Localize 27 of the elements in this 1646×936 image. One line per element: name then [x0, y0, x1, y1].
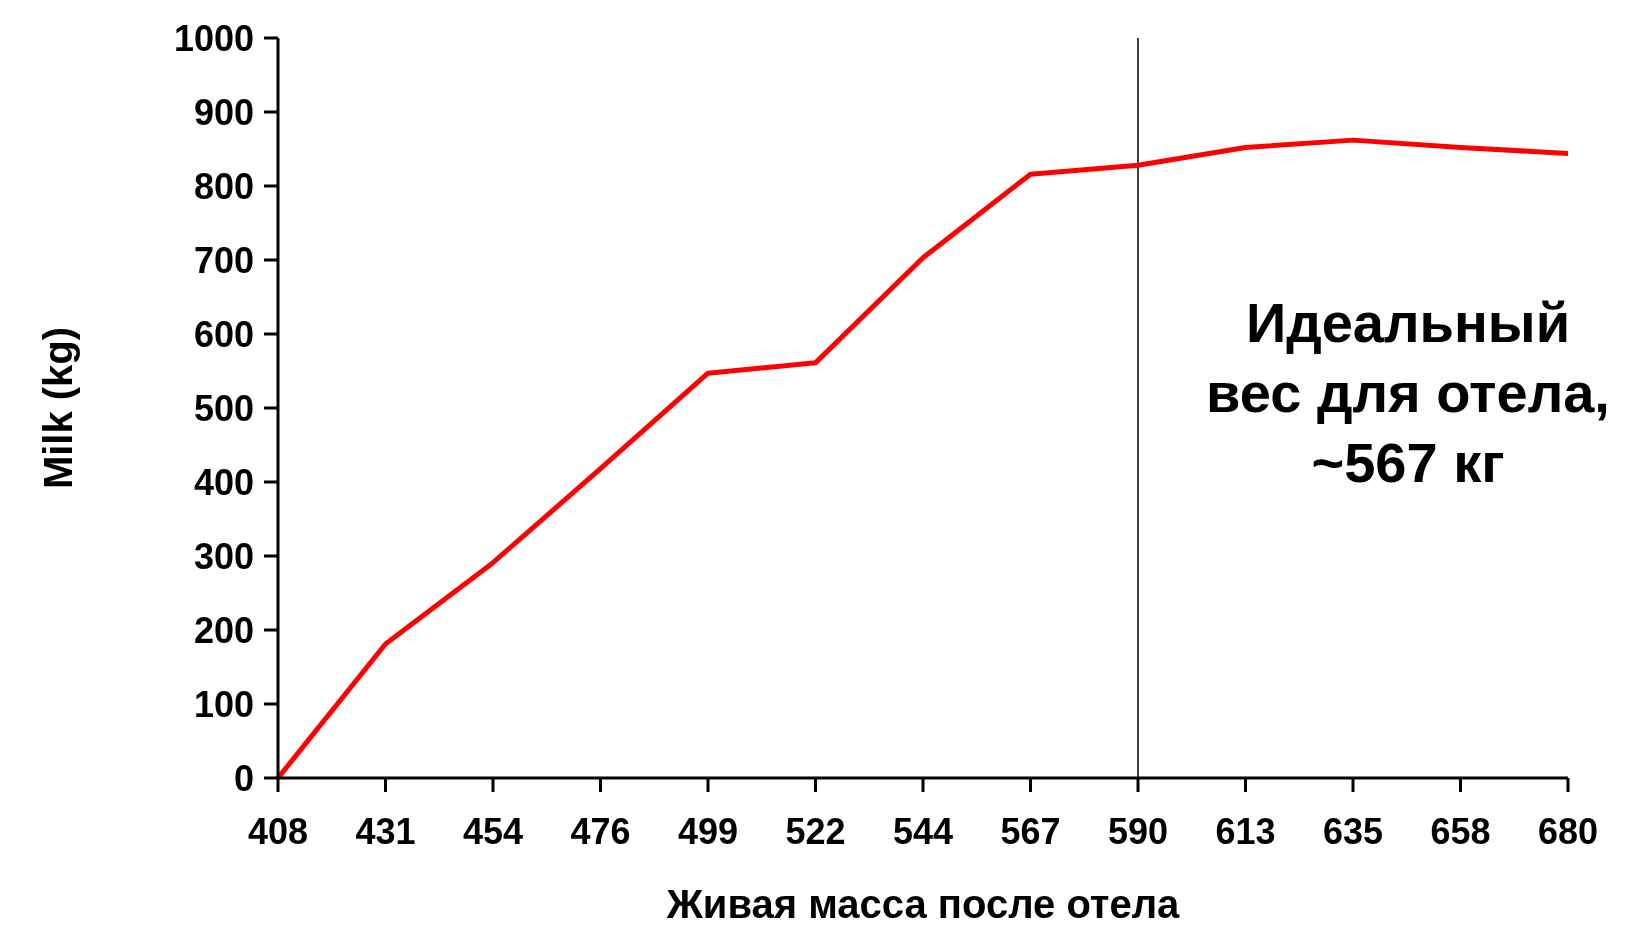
x-tick-label: 499 — [677, 810, 739, 852]
x-tick-label: 522 — [785, 810, 846, 852]
y-tick-label: 1000 — [173, 17, 254, 59]
x-tick-label: 431 — [355, 810, 416, 852]
x-tick-label: 635 — [1322, 810, 1384, 852]
y-tick-label: 600 — [193, 313, 254, 355]
y-tick-label: 100 — [193, 683, 254, 725]
y-tick-label: 900 — [193, 91, 254, 133]
x-tick-label: 408 — [247, 810, 309, 852]
y-tick-label: 0 — [233, 757, 254, 799]
y-tick-label: 700 — [193, 239, 254, 281]
x-tick-label: 476 — [570, 810, 631, 852]
y-tick-label: 200 — [193, 609, 254, 651]
x-tick-label: 590 — [1107, 810, 1169, 852]
y-tick-label: 300 — [193, 535, 254, 577]
x-tick-label: 680 — [1537, 810, 1599, 852]
x-axis-title: Живая масса после отела — [665, 882, 1181, 926]
x-tick-label: 454 — [462, 810, 524, 852]
y-axis-title: Milk (kg) — [36, 326, 81, 490]
y-tick-label: 800 — [193, 165, 254, 207]
annotation: Идеальный вес для отела, ~567 кг — [1205, 290, 1611, 496]
y-tick-label: 500 — [193, 387, 254, 429]
x-tick-label: 544 — [892, 810, 954, 852]
x-tick-label: 567 — [1000, 810, 1061, 852]
x-tick-label: 658 — [1430, 810, 1491, 852]
x-tick-label: 613 — [1215, 810, 1276, 852]
y-tick-label: 400 — [193, 461, 254, 503]
